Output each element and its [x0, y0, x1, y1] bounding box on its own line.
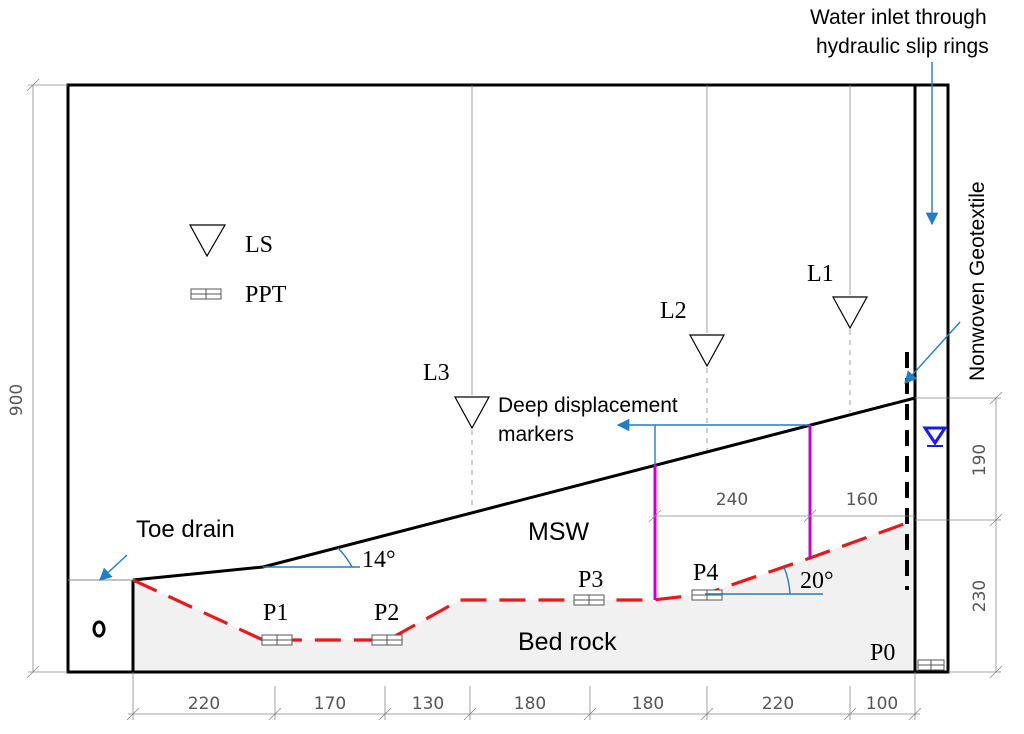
- ppt-sensor-p3: [573, 594, 605, 606]
- ppt-label-p2: P2: [374, 600, 399, 626]
- ls-triangle-l1: [831, 296, 869, 330]
- water-level-icon: [922, 426, 948, 447]
- bedrock-label: Bed rock: [518, 628, 617, 656]
- dim-bottom-7: 100: [866, 694, 898, 714]
- ls-triangle-l3: [453, 396, 491, 430]
- dim-inner-160: 160: [846, 490, 878, 510]
- dim-right-190: 190: [970, 444, 990, 476]
- toe-drain-pipe: [92, 620, 106, 638]
- dim-bottom-ticks: [126, 672, 922, 721]
- bedrock-region: [133, 520, 912, 672]
- toe-drain-arrow: [99, 554, 128, 581]
- angle-label-14: 14°: [362, 547, 396, 573]
- msw-label: MSW: [528, 518, 590, 546]
- deep-markers-label-2: markers: [498, 423, 574, 446]
- dim-bottom-1: 220: [188, 694, 220, 714]
- ppt-sensor-p1: [261, 634, 293, 646]
- legend-ls-icon: [188, 224, 227, 258]
- angle-arc-20: [783, 566, 791, 595]
- legend-ls-label: LS: [245, 232, 273, 258]
- dim-bottom-3: 130: [412, 694, 444, 714]
- toe-drain-label: Toe drain: [136, 516, 235, 543]
- dim-bottom-4: 180: [514, 694, 546, 714]
- ppt-label-p3: P3: [578, 567, 603, 593]
- ppt-sensor-p0: [917, 659, 945, 671]
- ls-label-l3: L3: [423, 360, 450, 386]
- dim-bottom-2: 170: [314, 694, 346, 714]
- ppt-label-p1: P1: [263, 600, 288, 626]
- ppt-sensor-p4: [691, 589, 723, 601]
- dim-bottom-6: 220: [762, 694, 794, 714]
- geotextile-arrow: [904, 321, 961, 384]
- deep-markers-label-1: Deep displacement: [498, 394, 678, 417]
- dim-bottom-5: 180: [632, 694, 664, 714]
- dim-inner-240: 240: [716, 490, 748, 510]
- legend-ppt-icon: [190, 288, 222, 300]
- angle-label-20: 20°: [800, 568, 834, 594]
- model-box: [66, 83, 950, 674]
- dim-height-label: 900: [7, 384, 27, 416]
- ls-triangle-l2: [688, 334, 726, 368]
- ls-label-l1: L1: [807, 261, 834, 287]
- deep-markers-arrow: [618, 425, 810, 465]
- dim-right-230: 230: [970, 580, 990, 612]
- geotextile-label: Nonwoven Geotextile: [966, 181, 989, 381]
- ppt-label-p4: P4: [693, 560, 718, 586]
- water-inlet-label-2: hydraulic slip rings: [816, 35, 989, 58]
- water-inlet-label-1: Water inlet through: [810, 6, 987, 29]
- ppt-label-p0: P0: [870, 640, 895, 666]
- ppt-sensor-p2: [371, 634, 403, 646]
- legend-ppt-label: PPT: [245, 282, 287, 308]
- angle-arc-14: [337, 547, 353, 568]
- ls-label-l2: L2: [660, 298, 687, 324]
